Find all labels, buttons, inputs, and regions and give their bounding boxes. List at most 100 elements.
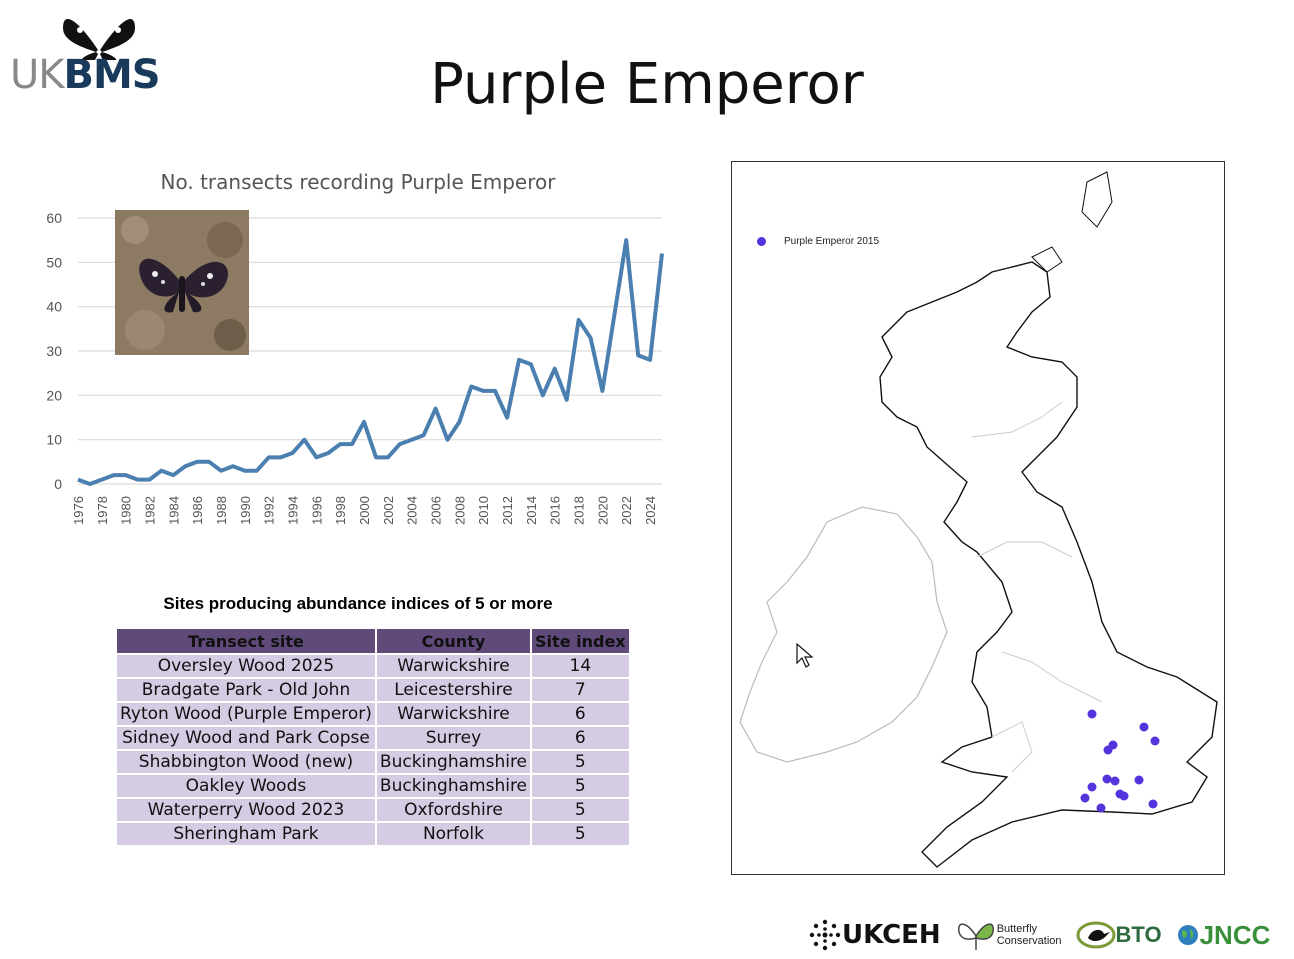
x-tick-label: 1976 — [71, 496, 86, 525]
x-tick-label: 2000 — [357, 496, 372, 525]
x-tick-label: 1980 — [119, 496, 134, 525]
header-county: County — [374, 627, 533, 655]
partner-logos: UKCEH Butterfly Conservation BTO JNCC — [808, 912, 1288, 958]
x-tick-label: 1988 — [214, 496, 229, 525]
x-tick-label: 2012 — [500, 496, 515, 525]
table-row: Bradgate Park - Old John Leicestershire 7 — [115, 677, 631, 703]
bto-text: BTO — [1115, 922, 1162, 947]
y-tick-label: 10 — [46, 432, 62, 448]
uk-ireland-outline — [739, 171, 1218, 868]
jncc-text: JNCC — [1199, 919, 1271, 950]
y-tick-label: 0 — [54, 476, 62, 492]
table-row: Ryton Wood (Purple Emperor) Warwickshire 6 — [115, 701, 631, 727]
mouse-cursor-icon — [796, 643, 814, 668]
butterfly-conservation-text: Butterfly Conservation — [997, 923, 1062, 947]
x-tick-label: 1994 — [286, 496, 301, 525]
x-tick-label: 2018 — [572, 496, 587, 525]
distribution-map — [731, 161, 1225, 875]
table-row: Shabbington Wood (new) Buckinghamshire 5 — [115, 749, 631, 775]
table-row: Waterperry Wood 2023 Oxfordshire 5 — [115, 797, 631, 823]
legend-dot-icon — [757, 237, 766, 246]
jncc-logo: JNCC — [1176, 919, 1271, 951]
y-tick-label: 30 — [46, 343, 62, 359]
x-tick-label: 2014 — [524, 496, 539, 525]
bc-line-1: Butterfly — [996, 923, 1038, 935]
ukbms-logo — [8, 10, 158, 100]
cell-site: Sheringham Park — [115, 821, 377, 847]
header-transect-site: Transect site — [115, 627, 377, 655]
x-tick-label: 1996 — [309, 496, 324, 525]
logo-uk: UK — [10, 52, 65, 98]
cell-county: Buckinghamshire — [374, 749, 533, 775]
x-tick-label: 1990 — [238, 496, 253, 525]
cell-index: 5 — [530, 773, 631, 799]
butterfly-conservation-icon — [957, 923, 994, 950]
ukceh-logo: UKCEH — [808, 918, 941, 952]
cell-site: Bradgate Park - Old John — [115, 677, 377, 703]
y-axis-ticks: 0 10 20 30 40 50 60 — [46, 210, 62, 492]
table-row: Oversley Wood 2025 Warwickshire 14 — [115, 653, 631, 679]
cell-county: Buckinghamshire — [374, 773, 533, 799]
x-tick-label: 2006 — [429, 496, 444, 525]
cell-site: Oakley Woods — [115, 773, 377, 799]
y-tick-label: 60 — [46, 210, 62, 226]
cell-index: 6 — [530, 701, 631, 727]
cell-index: 6 — [530, 725, 631, 751]
legend-label: Purple Emperor 2015 — [784, 236, 880, 247]
cell-county: Warwickshire — [374, 653, 533, 679]
cell-index: 14 — [530, 653, 631, 679]
x-tick-label: 2002 — [381, 496, 396, 525]
logo-bms: BMS — [63, 52, 161, 98]
x-tick-label: 2020 — [595, 496, 610, 525]
bto-logo: BTO — [1076, 920, 1162, 950]
cell-index: 5 — [530, 821, 631, 847]
table-row: Sidney Wood and Park Copse Surrey 6 — [115, 725, 631, 751]
x-tick-label: 2004 — [405, 496, 420, 525]
cell-index: 7 — [530, 677, 631, 703]
cell-county: Oxfordshire — [374, 797, 533, 823]
cell-county: Surrey — [374, 725, 533, 751]
y-tick-label: 50 — [46, 254, 62, 270]
sites-table: Transect site County Site index Oversley… — [115, 627, 631, 847]
cell-site: Ryton Wood (Purple Emperor) — [115, 701, 377, 727]
table-row: Sheringham Park Norfolk 5 — [115, 821, 631, 847]
cell-site: Oversley Wood 2025 — [115, 653, 377, 679]
slide-title: Purple Emperor — [430, 52, 864, 117]
x-tick-label: 1984 — [166, 496, 181, 525]
x-tick-label: 2016 — [548, 496, 563, 525]
cell-site: Shabbington Wood (new) — [115, 749, 377, 775]
x-tick-label: 1982 — [143, 496, 158, 525]
cell-index: 5 — [530, 797, 631, 823]
header-site-index: Site index — [530, 627, 631, 655]
bc-line-2: Conservation — [996, 935, 1062, 947]
cell-county: Leicestershire — [374, 677, 533, 703]
x-tick-label: 2022 — [619, 496, 634, 525]
purple-emperor-photo — [115, 210, 249, 355]
butterfly-conservation-logo: Butterfly Conservation — [955, 918, 1062, 952]
chart-title: No. transects recording Purple Emperor — [161, 170, 557, 194]
x-tick-label: 2010 — [476, 496, 491, 525]
x-tick-label: 1992 — [262, 496, 277, 525]
ukceh-text: UKCEH — [842, 920, 941, 950]
x-axis-ticks: 1976 1978 1980 1982 1984 1986 1988 1990 1992 1994… — [71, 496, 658, 525]
cell-site: Waterperry Wood 2023 — [115, 797, 377, 823]
jncc-globe-icon — [1177, 925, 1198, 945]
cell-county: Warwickshire — [374, 701, 533, 727]
table-row: Oakley Woods Buckinghamshire 5 — [115, 773, 631, 799]
ukceh-dots-icon — [809, 919, 841, 951]
x-tick-label: 1978 — [95, 496, 110, 525]
series-line — [77, 238, 664, 486]
table-caption: Sites producing abundance indices of 5 o… — [163, 594, 553, 613]
cell-site: Sidney Wood and Park Copse — [115, 725, 377, 751]
cell-county: Norfolk — [374, 821, 533, 847]
x-tick-label: 1986 — [190, 496, 205, 525]
transects-line-chart: No. transects recording Purple Emperor 0… — [46, 170, 664, 525]
table-header-row: Transect site County Site index — [115, 627, 631, 655]
ukbms-wordmark: UKBMS — [10, 52, 161, 98]
sighting-dots — [1080, 709, 1160, 813]
x-tick-label: 2024 — [643, 496, 658, 525]
map-legend: Purple Emperor 2015 — [757, 236, 879, 247]
x-tick-label: 2008 — [452, 496, 467, 525]
cell-index: 5 — [530, 749, 631, 775]
bto-bird-icon — [1076, 921, 1116, 949]
